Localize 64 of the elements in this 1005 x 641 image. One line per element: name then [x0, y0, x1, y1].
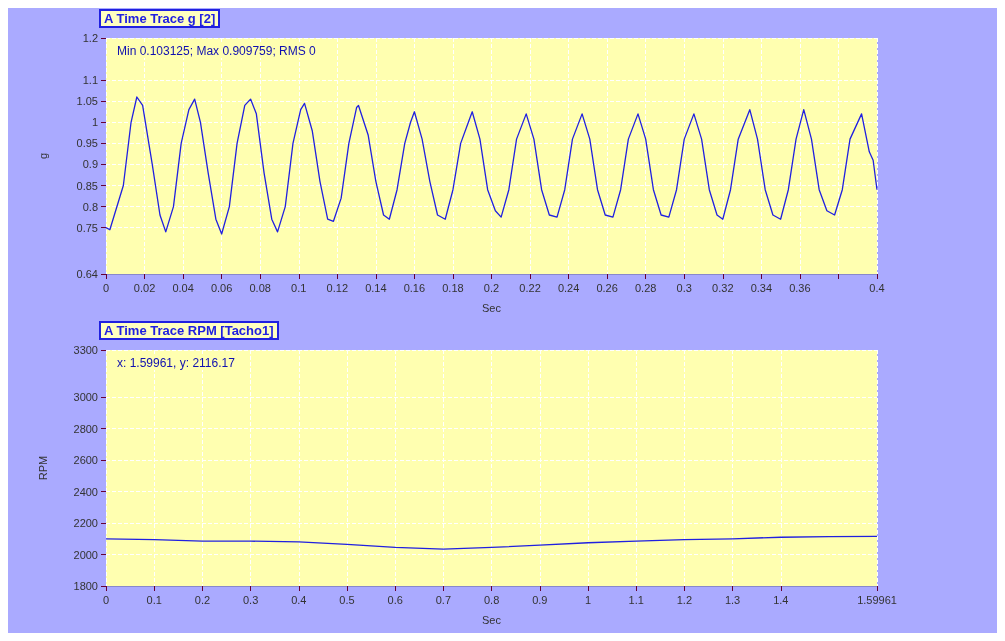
y-tick-label: 2800: [73, 422, 98, 435]
x-tick-label: 0.2: [483, 281, 500, 294]
x-tick-label: 0.8: [483, 593, 500, 606]
x-tick-label: 1.3: [724, 593, 741, 606]
chart-title: A Time Trace g [2]: [104, 11, 216, 26]
y-tick-label: 1.05: [76, 95, 98, 108]
y-tick-label: 3000: [73, 391, 98, 404]
x-tick-label: 0.12: [326, 281, 349, 294]
x-tick-label: 1.2: [676, 593, 693, 606]
y-tick-label: 1: [91, 116, 98, 129]
line-series: [105, 96, 878, 235]
x-tick-label: 0.26: [596, 281, 618, 294]
annotation: x: 1.59961, y: 2116.17: [117, 356, 236, 370]
x-tick-label: 0.7: [435, 593, 452, 606]
y-tick-label: 0.95: [76, 137, 98, 150]
x-tick-label: 0.4: [869, 281, 885, 294]
x-axis-title: Sec: [482, 301, 502, 314]
y-tick-label: 2200: [73, 517, 98, 530]
y-tick-label: 2400: [73, 485, 98, 498]
x-axis-title: Sec: [482, 613, 502, 626]
y-tick-label: 0.8: [82, 200, 98, 213]
x-tick-label: 0.16: [403, 281, 426, 294]
x-tick-label: 0.3: [242, 593, 259, 606]
x-tick-label: 0.02: [133, 281, 156, 294]
x-tick-label: 0.9: [532, 593, 548, 606]
x-tick-label: 0: [102, 281, 110, 294]
x-tick-label: 1.59961: [857, 593, 897, 606]
y-axis-title: g: [36, 152, 49, 160]
y-tick-label: 1.1: [82, 74, 98, 87]
x-tick-label: 0.18: [442, 281, 464, 294]
y-tick-label: 3300: [73, 344, 98, 356]
x-tick-label: 0.32: [712, 281, 734, 294]
y-tick-label: 2600: [73, 454, 98, 467]
x-tick-label: 1: [584, 593, 592, 606]
x-tick-label: 0.4: [291, 593, 307, 606]
line-series: [105, 535, 878, 550]
x-tick-label: 0.1: [291, 281, 307, 294]
x-tick-label: 0.14: [365, 281, 387, 294]
y-tick-label: 0.64: [76, 268, 98, 280]
x-tick-label: 0.08: [249, 281, 271, 294]
x-tick-label: 0.36: [789, 281, 811, 294]
x-tick-label: 0.24: [557, 281, 580, 294]
x-tick-label: 1.4: [773, 593, 789, 606]
chart-title: A Time Trace RPM [Tacho1]: [104, 323, 274, 338]
x-tick-label: 0.1: [146, 593, 162, 606]
x-tick-label: 0.2: [194, 593, 211, 606]
y-tick-label: 0.75: [76, 221, 98, 234]
annotation: Min 0.103125; Max 0.909759; RMS 0: [117, 44, 317, 58]
x-tick-label: 0.04: [172, 281, 194, 294]
y-tick-label: 1800: [73, 580, 98, 592]
y-tick-label: 0.85: [76, 179, 98, 192]
x-tick-label: 0.3: [676, 281, 692, 294]
x-tick-label: 0.28: [634, 281, 657, 294]
x-tick-label: 0.34: [750, 281, 773, 294]
y-axis-title: RPM: [36, 455, 49, 481]
x-tick-label: 0.22: [519, 281, 541, 294]
y-tick-label: 0.9: [82, 158, 98, 171]
y-tick-label: 2000: [73, 548, 98, 561]
x-tick-label: 0.5: [339, 593, 355, 606]
x-tick-label: 1.1: [628, 593, 644, 606]
x-tick-label: 0: [102, 593, 110, 606]
x-tick-label: 0.6: [387, 593, 403, 606]
y-tick-label: 1.2: [82, 32, 98, 44]
x-tick-label: 0.06: [210, 281, 233, 294]
